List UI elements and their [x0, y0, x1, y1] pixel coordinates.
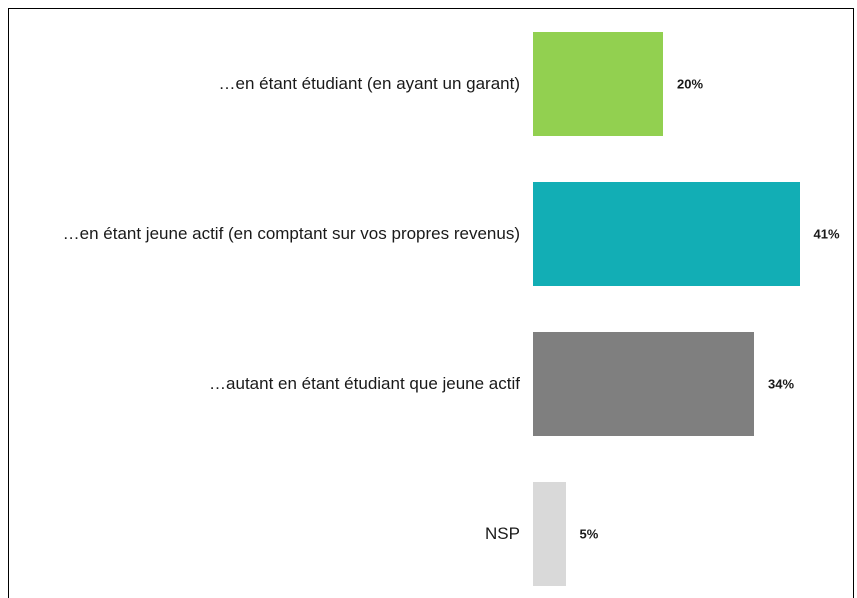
value-label: 20%	[677, 76, 704, 92]
bar	[533, 32, 663, 136]
value-label: 34%	[768, 376, 795, 392]
category-label: …en étant étudiant (en ayant un garant)	[218, 74, 520, 93]
frame	[8, 8, 854, 598]
value-label: 41%	[813, 226, 840, 242]
category-label: …autant en étant étudiant que jeune acti…	[209, 374, 520, 393]
bar	[533, 332, 754, 436]
bar	[533, 182, 800, 286]
category-label: …en étant jeune actif (en comptant sur v…	[62, 224, 520, 243]
bar	[533, 482, 566, 586]
category-label: NSP	[485, 524, 520, 543]
value-label: 5%	[579, 526, 599, 542]
